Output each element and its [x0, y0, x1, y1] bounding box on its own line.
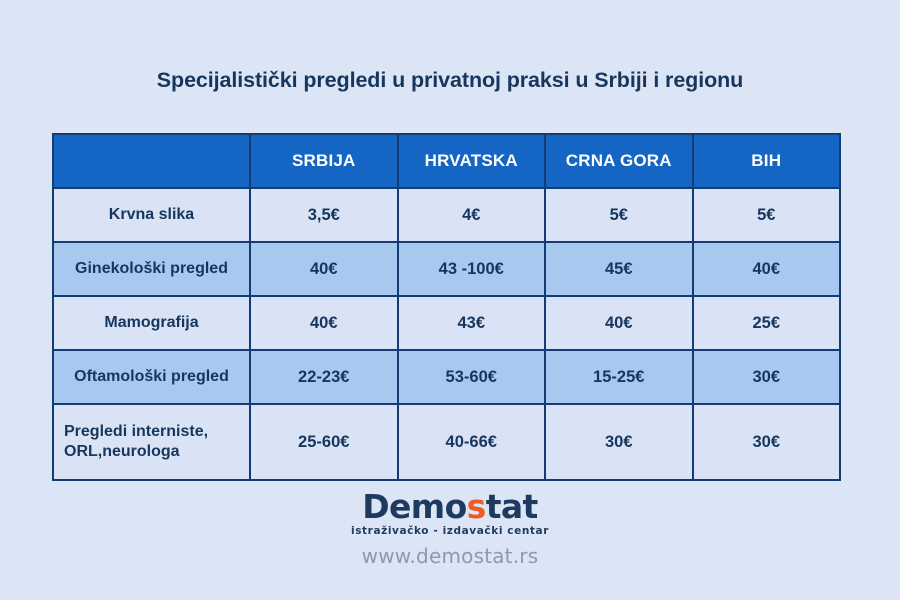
logo-wordmark-part1: Demo: [362, 487, 467, 526]
cell-oftamoloski-hrvatska: 53-60€: [396, 349, 546, 405]
logo-tagline: istraživačko - izdavački centar: [351, 525, 549, 537]
logo-wordmark-accent: s: [466, 487, 487, 526]
price-table-container: SRBIJA HRVATSKA CRNA GORA BIH Krvna slik…: [52, 133, 841, 481]
demostat-logo: Demostat istraživačko - izdavački centar…: [0, 490, 900, 568]
table-row: Oftamološki pregled 22-23€ 53-60€ 15-25€…: [52, 349, 841, 405]
cell-ginekoloski-srbija: 40€: [249, 241, 399, 297]
cell-krvna-slika-bih: 5€: [691, 187, 841, 243]
row-label-mamografija: Mamografija: [52, 295, 251, 351]
cell-mamografija-srbija: 40€: [249, 295, 399, 351]
cell-interniste-srbija: 25-60€: [249, 403, 399, 481]
cell-interniste-crna-gora: 30€: [544, 403, 694, 481]
cell-interniste-hrvatska: 40-66€: [396, 403, 546, 481]
column-header-crna-gora: CRNA GORA: [544, 133, 694, 189]
table-row: Mamografija 40€ 43€ 40€ 25€: [52, 295, 841, 351]
cell-mamografija-hrvatska: 43€: [396, 295, 546, 351]
table-body: Krvna slika 3,5€ 4€ 5€ 5€ Ginekološki pr…: [52, 187, 841, 481]
table-header: SRBIJA HRVATSKA CRNA GORA BIH: [52, 133, 841, 189]
table-header-row: SRBIJA HRVATSKA CRNA GORA BIH: [52, 133, 841, 189]
cell-oftamoloski-srbija: 22-23€: [249, 349, 399, 405]
cell-mamografija-bih: 25€: [691, 295, 841, 351]
cell-interniste-bih: 30€: [691, 403, 841, 481]
price-table: SRBIJA HRVATSKA CRNA GORA BIH Krvna slik…: [52, 133, 841, 481]
column-header-hrvatska: HRVATSKA: [396, 133, 546, 189]
cell-ginekoloski-crna-gora: 45€: [544, 241, 694, 297]
row-label-ginekoloski-pregled: Ginekološki pregled: [52, 241, 251, 297]
cell-krvna-slika-srbija: 3,5€: [249, 187, 399, 243]
cell-oftamoloski-bih: 30€: [691, 349, 841, 405]
cell-krvna-slika-crna-gora: 5€: [544, 187, 694, 243]
cell-ginekoloski-bih: 40€: [691, 241, 841, 297]
logo-wordmark: Demostat: [0, 490, 900, 523]
page-title: Specijalistički pregledi u privatnoj pra…: [156, 68, 744, 92]
row-label-oftamoloski-pregled: Oftamološki pregled: [52, 349, 251, 405]
website-url: www.demostat.rs: [361, 544, 539, 568]
cell-oftamoloski-crna-gora: 15-25€: [544, 349, 694, 405]
row-label-pregledi-interniste: Pregledi interniste, ORL,neurologa: [52, 403, 251, 481]
table-row: Pregledi interniste, ORL,neurologa 25-60…: [52, 403, 841, 481]
table-row: Krvna slika 3,5€ 4€ 5€ 5€: [52, 187, 841, 243]
cell-krvna-slika-hrvatska: 4€: [396, 187, 546, 243]
column-header-bih: BIH: [691, 133, 841, 189]
cell-ginekoloski-hrvatska: 43 -100€: [396, 241, 546, 297]
cell-mamografija-crna-gora: 40€: [544, 295, 694, 351]
column-header-srbija: SRBIJA: [249, 133, 399, 189]
logo-wordmark-part2: tat: [485, 487, 539, 526]
table-corner-cell: [52, 133, 251, 189]
table-row: Ginekološki pregled 40€ 43 -100€ 45€ 40€: [52, 241, 841, 297]
row-label-krvna-slika: Krvna slika: [52, 187, 251, 243]
